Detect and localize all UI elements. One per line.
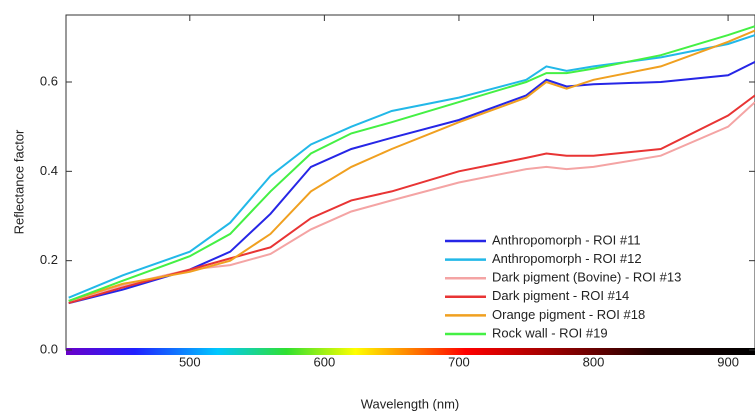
legend-label: Orange pigment - ROI #18 [492, 307, 645, 322]
series-line [68, 29, 755, 302]
y-tick-label: 0.4 [40, 163, 58, 178]
plot-frame [65, 14, 755, 351]
series-line [68, 25, 755, 302]
series-line [68, 94, 755, 305]
x-tick-label: 600 [314, 354, 336, 369]
series-line [68, 34, 755, 299]
y-tick-label: 0.6 [40, 73, 58, 88]
series-line [68, 61, 755, 305]
x-tick-label: 800 [583, 354, 605, 369]
legend-label: Dark pigment - ROI #14 [492, 288, 629, 303]
legend-label: Rock wall - ROI #19 [492, 325, 608, 340]
x-axis-title: Wavelength (nm) [361, 396, 460, 411]
x-tick-label: 700 [448, 354, 470, 369]
legend-label: Anthropomorph - ROI #12 [492, 251, 642, 266]
y-axis-title: Reflectance factor [11, 129, 26, 234]
spectrum-bar [66, 348, 755, 355]
legend-label: Dark pigment (Bovine) - ROI #13 [492, 270, 681, 285]
y-tick-label: 0.0 [40, 341, 58, 356]
x-tick-label: 900 [717, 354, 739, 369]
x-tick-label: 500 [179, 354, 201, 369]
legend-label: Anthropomorph - ROI #11 [492, 232, 641, 247]
y-tick-label: 0.2 [40, 252, 58, 267]
series-line [68, 101, 755, 302]
